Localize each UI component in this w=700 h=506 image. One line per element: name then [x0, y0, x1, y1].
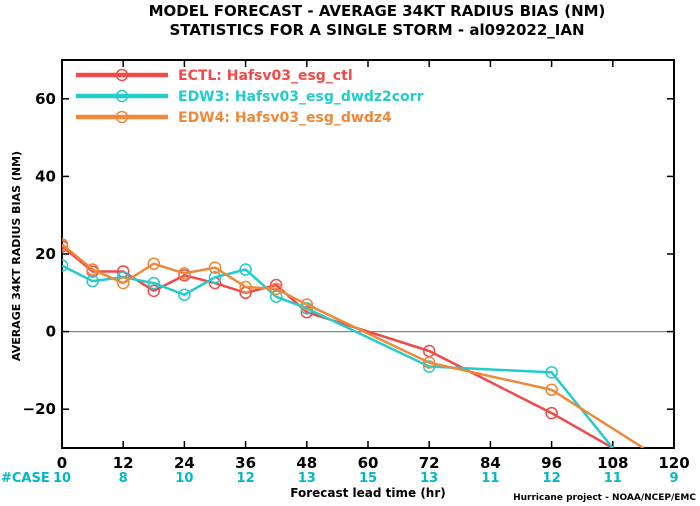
case-count: 10	[175, 471, 193, 486]
series-marker	[208, 261, 222, 274]
y-axis-label: AVERAGE 34KT RADIUS BIAS (NM)	[10, 151, 23, 361]
series-marker	[147, 257, 161, 270]
y-tick-label: 20	[35, 245, 56, 263]
y-tick-label: 60	[35, 90, 56, 108]
legend-label: EDW4: Hafsv03_esg_dwdz4	[178, 110, 392, 126]
series-marker	[545, 383, 558, 397]
series-marker	[300, 298, 314, 311]
case-count: 8	[119, 471, 128, 486]
credit-text: Hurricane project - NOAA/NCEP/EMC	[513, 493, 696, 503]
case-count: 11	[604, 471, 622, 486]
series-marker	[545, 366, 558, 379]
case-count: 11	[481, 471, 499, 486]
case-count: 13	[420, 471, 438, 486]
series-marker	[422, 356, 436, 369]
legend: ECTL: Hafsv03_esg_ctl EDW3: Hafsv03_esg_d…	[76, 68, 424, 126]
chart-subtitle: STATISTICS FOR A SINGLE STORM - al092022…	[170, 21, 585, 39]
series-marker	[239, 263, 252, 276]
x-tick-label: 96	[541, 454, 562, 472]
legend-label: ECTL: Hafsv03_esg_ctl	[178, 68, 353, 84]
series-group	[62, 239, 614, 448]
x-axis-label: Forecast lead time (hr)	[290, 486, 446, 500]
series-line	[62, 264, 614, 448]
case-count: 10	[53, 471, 71, 486]
series-line	[62, 243, 645, 448]
series-marker	[239, 280, 252, 294]
series-marker	[147, 276, 161, 290]
x-tick-label: 108	[597, 454, 628, 472]
series-marker	[86, 263, 99, 276]
series-group	[62, 238, 645, 448]
y-tick-label: 40	[35, 167, 56, 185]
case-count: 12	[543, 471, 561, 486]
series-marker	[208, 271, 222, 284]
y-tick-label: −20	[23, 400, 56, 418]
series-line	[62, 245, 614, 448]
series-marker	[269, 282, 283, 296]
series-group	[62, 259, 614, 448]
series-marker	[116, 276, 130, 290]
x-tick-label: 0	[57, 454, 67, 472]
series-marker	[178, 267, 191, 280]
case-count: 15	[359, 471, 377, 486]
x-tick-label: 12	[113, 454, 134, 472]
series-marker	[269, 290, 283, 303]
series-marker	[178, 288, 191, 301]
legend-marker	[115, 110, 129, 124]
x-tick-label: 48	[296, 454, 317, 472]
chart-title: MODEL FORECAST - AVERAGE 34KT RADIUS BIA…	[149, 2, 606, 20]
legend-marker	[115, 89, 129, 103]
case-count: 13	[298, 471, 316, 486]
x-tick-label: 72	[419, 454, 440, 472]
x-tick-label: 36	[235, 454, 256, 472]
x-tick-label: 120	[658, 454, 689, 472]
series-marker	[545, 406, 558, 420]
series-marker	[62, 238, 69, 251]
x-tick-label: 84	[480, 454, 501, 472]
series-marker	[62, 259, 69, 272]
series-marker	[422, 360, 436, 373]
series-marker	[147, 284, 161, 298]
legend-label: EDW3: Hafsv03_esg_dwdz2corr	[178, 89, 424, 105]
x-tick-label: 24	[174, 454, 195, 472]
x-tick-label: 60	[358, 454, 379, 472]
y-tick-label: 0	[46, 323, 56, 341]
case-count: 12	[237, 471, 255, 486]
legend-marker	[115, 68, 129, 82]
case-label: #CASE	[1, 471, 50, 486]
case-count: 9	[669, 471, 678, 486]
